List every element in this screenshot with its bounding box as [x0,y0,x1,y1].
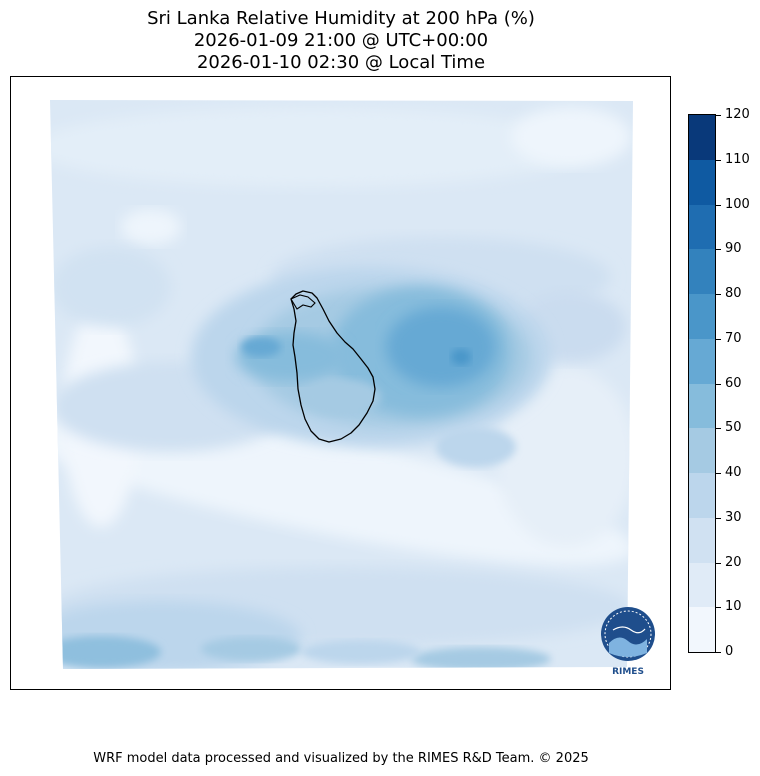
colorbar-tick [716,383,721,385]
colorbar-segment [689,204,715,250]
colorbar-tick-label: 120 [725,107,750,122]
colorbar-tick [716,294,721,295]
colorbar-tick-label: 70 [725,330,742,346]
colorbar-tick [716,338,721,340]
rimes-logo: RIMES [601,607,655,677]
colorbar-tick-label: 50 [725,420,742,436]
colorbar-segment [689,294,715,339]
jaffna-peninsula [290,294,316,310]
colorbar-segment [689,115,715,160]
local-time: 2026-01-10 02:30 @ Local Time [196,52,486,73]
humidity-contours [50,107,633,669]
colorbar-tick-label: 100 [725,196,750,212]
colorbar-segment [689,338,715,384]
colorbar-segment [689,383,715,429]
sri-lanka-coastline [290,290,376,443]
colorbar-tick-label: 0 [725,644,734,659]
colorbar-tick-label: 80 [725,286,742,301]
colorbar-segment [689,473,715,518]
colorbar-tick-label: 40 [725,465,742,480]
colorbar-tick [716,517,721,519]
colorbar-segment [689,428,715,473]
colorbar-segment [689,517,715,563]
colorbar-tick [716,428,721,430]
colorbar-tick [716,159,721,161]
map-canvas: RIMES [50,100,655,677]
colorbar-segment [689,159,715,205]
colorbar-tick [716,562,721,564]
colorbar-tick-label: 20 [725,554,742,570]
map-frame: RIMES [10,76,671,690]
colorbar-tick [716,115,721,116]
colorbar-segment [689,249,715,294]
map-title: Sri Lanka Relative Humidity at 200 hPa (… [147,8,535,29]
colorbar-tick [716,652,721,653]
colorbar-tick [716,249,721,251]
colorbar [688,114,716,653]
footer-credit: WRF model data processed and visualized … [93,751,589,766]
utc-time: 2026-01-09 21:00 @ UTC+00:00 [193,30,489,51]
colorbar-segment [689,562,715,608]
colorbar-tick-label: 30 [725,509,742,525]
colorbar-tick-label: 90 [725,241,742,257]
colorbar-tick-label: 60 [725,375,742,391]
colorbar-tick-label: 10 [725,599,742,615]
colorbar-tick [716,204,721,206]
svg-text:RIMES: RIMES [612,667,644,677]
colorbar-tick-label: 110 [725,151,750,167]
colorbar-tick [716,607,721,609]
colorbar-tick [716,473,721,474]
colorbar-segment [689,607,715,652]
